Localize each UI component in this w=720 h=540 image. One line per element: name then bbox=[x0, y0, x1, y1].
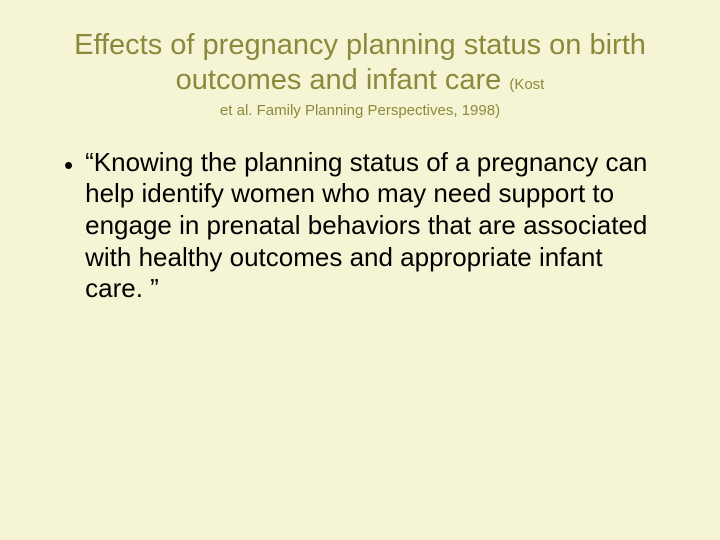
title-block: Effects of pregnancy planning status on … bbox=[54, 28, 666, 119]
slide-title: Effects of pregnancy planning status on … bbox=[74, 29, 646, 96]
slide-citation-line2: et al. Family Planning Perspectives, 199… bbox=[54, 102, 666, 119]
bullet-text: “Knowing the planning status of a pregna… bbox=[85, 147, 656, 306]
slide: Effects of pregnancy planning status on … bbox=[0, 0, 720, 540]
list-item: • “Knowing the planning status of a preg… bbox=[60, 147, 656, 306]
bullet-icon: • bbox=[60, 147, 73, 182]
slide-body: • “Knowing the planning status of a preg… bbox=[54, 147, 666, 306]
slide-citation-inline: (Kost bbox=[509, 76, 544, 93]
